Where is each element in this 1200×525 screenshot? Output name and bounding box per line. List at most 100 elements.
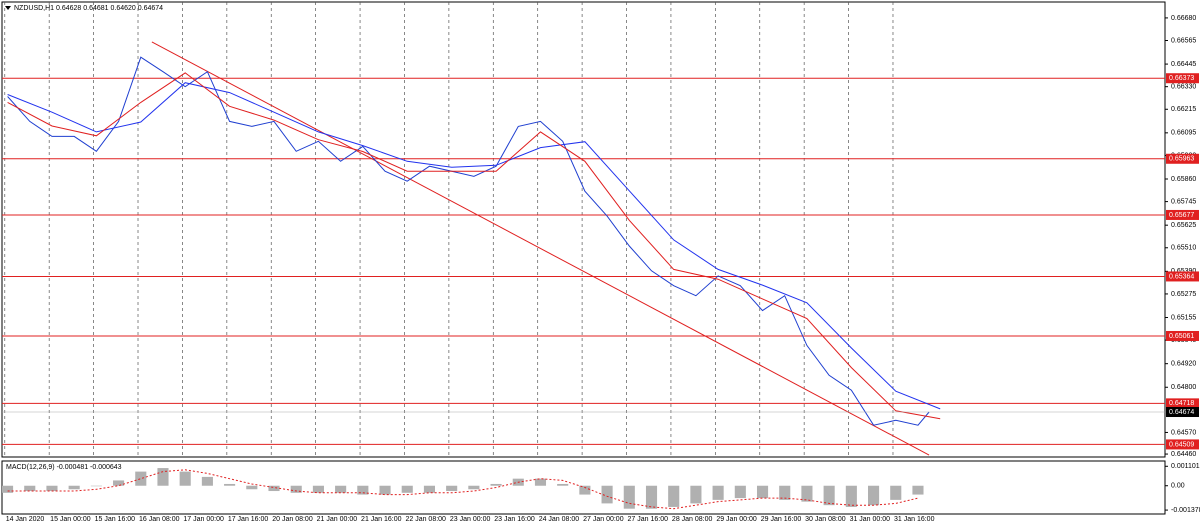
macd-bar bbox=[90, 485, 102, 487]
macd-bar bbox=[24, 485, 36, 492]
macd-bar bbox=[379, 485, 391, 495]
macd-title: MACD(12,26,9) -0.000481 -0.000643 bbox=[6, 464, 122, 471]
x-tick-label: 23 Jan 00:00 bbox=[450, 516, 491, 523]
level-label-box bbox=[1166, 153, 1199, 164]
macd-bar bbox=[468, 485, 480, 490]
macd-bar bbox=[779, 485, 791, 500]
macd-bar bbox=[357, 485, 369, 495]
macd-bar bbox=[423, 485, 436, 493]
x-tick-label: 17 Jan 16:00 bbox=[228, 516, 269, 523]
level-label-box bbox=[1166, 271, 1199, 282]
x-tick-label: 29 Jan 16:00 bbox=[761, 516, 802, 523]
x-tick-label: 17 Jan 00:00 bbox=[183, 516, 224, 523]
y-tick-label: 0.64920 bbox=[1171, 361, 1196, 368]
x-tick-label: 27 Jan 16:00 bbox=[628, 516, 669, 523]
macd-bar bbox=[601, 485, 613, 504]
x-tick-label: 21 Jan 16:00 bbox=[361, 516, 402, 523]
macd-bar bbox=[246, 485, 258, 490]
x-tick-label: 27 Jan 00:00 bbox=[583, 516, 624, 523]
chart-title: NZDUSD,H1 0.64628 0.64681 0.64620 0.6467… bbox=[14, 5, 163, 12]
price-line bbox=[7, 82, 941, 410]
macd-bar bbox=[868, 485, 880, 506]
x-tick-label: 15 Jan 16:00 bbox=[95, 516, 136, 523]
plot-area bbox=[2, 2, 1165, 457]
level-label-box bbox=[1166, 330, 1199, 341]
y-tick-label: 0.65745 bbox=[1171, 198, 1196, 205]
macd-bar bbox=[335, 485, 347, 493]
level-label-box bbox=[1166, 209, 1199, 220]
trend-line bbox=[151, 41, 930, 456]
y-tick-label: 0.64570 bbox=[1171, 429, 1196, 436]
level-label: 0.65677 bbox=[1169, 212, 1194, 219]
macd-bar bbox=[823, 485, 835, 506]
x-tick-label: 29 Jan 00:00 bbox=[716, 516, 757, 523]
macd-bar bbox=[268, 485, 280, 492]
macd-bar bbox=[645, 485, 658, 509]
y-tick-label: 0.66445 bbox=[1171, 61, 1196, 68]
y-tick-label: 0.65155 bbox=[1171, 314, 1196, 321]
level-label: 0.66373 bbox=[1169, 75, 1194, 82]
macd-area bbox=[2, 468, 924, 510]
level-label: 0.65061 bbox=[1169, 333, 1194, 340]
macd-bar bbox=[401, 485, 413, 493]
macd-bar bbox=[734, 485, 746, 499]
x-tick-label: 22 Jan 08:00 bbox=[405, 516, 446, 523]
macd-bar bbox=[179, 471, 191, 486]
macd-bar bbox=[712, 485, 724, 500]
macd-bar bbox=[157, 468, 169, 486]
macd-bar bbox=[490, 483, 502, 486]
x-tick-label: 16 Jan 08:00 bbox=[139, 516, 180, 523]
macd-bar bbox=[201, 476, 213, 486]
macd-bar bbox=[557, 483, 569, 486]
macd-bar bbox=[690, 485, 702, 504]
x-tick-label: 20 Jan 08:00 bbox=[272, 516, 313, 523]
x-tick-label: 21 Jan 00:00 bbox=[317, 516, 358, 523]
y-tick-label: 0.65510 bbox=[1171, 245, 1196, 252]
y-tick-label: 0.66330 bbox=[1171, 84, 1196, 91]
y-tick-label: 0.64460 bbox=[1171, 451, 1196, 458]
x-tick-label: 28 Jan 08:00 bbox=[672, 516, 713, 523]
macd-bar bbox=[890, 485, 902, 500]
x-tick-label: 30 Jan 08:00 bbox=[805, 516, 846, 523]
y-tick-label: 0.65860 bbox=[1171, 176, 1196, 183]
macd-bar bbox=[68, 485, 80, 490]
x-tick-label: 31 Jan 00:00 bbox=[850, 516, 891, 523]
y-tick-label: 0.65625 bbox=[1171, 222, 1196, 229]
current-price-box bbox=[1166, 407, 1199, 418]
signal-line bbox=[7, 469, 919, 510]
macd-bar bbox=[135, 471, 147, 486]
level-label: 0.64509 bbox=[1169, 441, 1194, 448]
macd-bar bbox=[113, 480, 125, 486]
current-price-label: 0.64674 bbox=[1169, 409, 1194, 416]
level-label: 0.65364 bbox=[1169, 273, 1194, 280]
x-tick-label: 14 Jan 2020 bbox=[6, 516, 45, 523]
level-label-box bbox=[1166, 439, 1199, 450]
y-tick-label: 0.66680 bbox=[1171, 15, 1196, 22]
price-line bbox=[7, 72, 941, 420]
price-line bbox=[7, 56, 930, 426]
macd-bar bbox=[845, 485, 857, 507]
macd-bar bbox=[224, 483, 236, 486]
main-frame bbox=[1, 1, 1166, 458]
y-tick-label: 0.66565 bbox=[1171, 37, 1196, 44]
x-tick-label: 31 Jan 16:00 bbox=[894, 516, 935, 523]
macd-bar bbox=[801, 485, 813, 502]
macd-bar bbox=[756, 485, 769, 499]
x-tick-label: 15 Jan 00:00 bbox=[50, 516, 91, 523]
menu-icon bbox=[5, 6, 11, 10]
y-tick-label: 0.66095 bbox=[1171, 130, 1196, 137]
macd-bar bbox=[623, 485, 635, 509]
macd-bar bbox=[46, 485, 58, 492]
level-label-box bbox=[1166, 73, 1199, 84]
macd-bar bbox=[290, 485, 302, 493]
y-tick-label: 0.001101 bbox=[1171, 463, 1200, 470]
x-tick-label: 24 Jan 08:00 bbox=[539, 516, 580, 523]
level-label: 0.64718 bbox=[1169, 400, 1194, 407]
macd-bar bbox=[312, 485, 324, 493]
level-label: 0.65963 bbox=[1169, 156, 1194, 163]
y-tick-label: 0.64800 bbox=[1171, 384, 1196, 391]
macd-bar bbox=[534, 478, 547, 486]
y-tick-label: 0.65275 bbox=[1171, 291, 1196, 298]
